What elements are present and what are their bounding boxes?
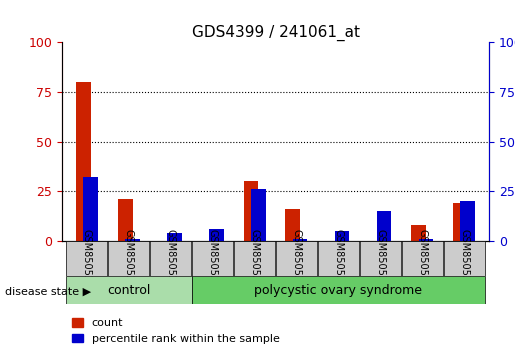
FancyBboxPatch shape [360,241,401,276]
FancyBboxPatch shape [66,276,192,304]
Text: GSM850532: GSM850532 [291,229,301,288]
Legend: count, percentile rank within the sample: count, percentile rank within the sample [67,314,284,348]
Bar [244,181,258,241]
Bar [376,211,391,241]
Text: GSM850536: GSM850536 [459,229,469,288]
Bar [167,233,182,241]
Title: GDS4399 / 241061_at: GDS4399 / 241061_at [192,25,359,41]
Text: polycystic ovary syndrome: polycystic ovary syndrome [254,284,422,297]
FancyBboxPatch shape [192,276,485,304]
Text: GSM850533: GSM850533 [333,229,344,288]
FancyBboxPatch shape [192,241,233,276]
Text: GSM850529: GSM850529 [166,229,176,288]
Bar [285,209,300,241]
Bar [83,177,98,241]
FancyBboxPatch shape [66,241,108,276]
Bar [411,225,426,241]
Text: GSM850527: GSM850527 [82,229,92,288]
Bar [293,239,307,241]
Bar [453,203,468,241]
Text: GSM850528: GSM850528 [124,229,134,288]
Text: control: control [107,284,150,297]
Bar [335,231,349,241]
Bar [460,201,475,241]
Text: disease state ▶: disease state ▶ [5,287,91,297]
Text: GSM850530: GSM850530 [208,229,218,288]
Bar [125,239,140,241]
Text: GSM850534: GSM850534 [375,229,385,288]
FancyBboxPatch shape [443,241,485,276]
FancyBboxPatch shape [318,241,359,276]
Bar [251,189,266,241]
Bar [209,229,224,241]
Bar [76,82,91,241]
FancyBboxPatch shape [150,241,191,276]
Bar [419,239,433,241]
FancyBboxPatch shape [108,241,149,276]
Bar [118,199,132,241]
FancyBboxPatch shape [402,241,443,276]
Text: GSM850535: GSM850535 [417,229,427,288]
Text: GSM850531: GSM850531 [250,229,260,288]
FancyBboxPatch shape [276,241,317,276]
FancyBboxPatch shape [234,241,275,276]
